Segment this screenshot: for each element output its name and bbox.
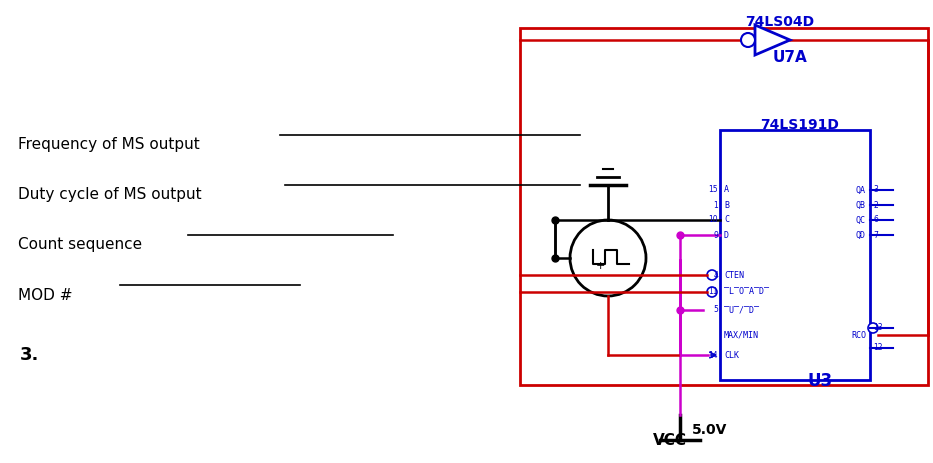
Text: 9: 9 bbox=[713, 231, 718, 239]
Text: 5.0V: 5.0V bbox=[692, 423, 728, 437]
Text: Frequency of MS output: Frequency of MS output bbox=[18, 138, 200, 152]
Text: B: B bbox=[724, 200, 729, 209]
Text: 1: 1 bbox=[713, 200, 718, 209]
Text: QC: QC bbox=[856, 215, 866, 225]
Text: U3: U3 bbox=[807, 372, 832, 390]
Text: QA: QA bbox=[856, 186, 866, 194]
Circle shape bbox=[707, 270, 717, 280]
Text: QD: QD bbox=[856, 231, 866, 239]
Text: MAX/MIN: MAX/MIN bbox=[724, 331, 759, 339]
Bar bbox=[720, 130, 870, 380]
Text: VCC: VCC bbox=[653, 433, 687, 448]
Text: 5: 5 bbox=[713, 306, 718, 314]
Polygon shape bbox=[755, 25, 790, 55]
Text: +: + bbox=[595, 261, 605, 271]
Text: 3: 3 bbox=[873, 186, 878, 194]
Text: 4: 4 bbox=[713, 270, 718, 280]
Text: RCO: RCO bbox=[851, 331, 866, 339]
Text: 13: 13 bbox=[873, 324, 883, 332]
Text: 11: 11 bbox=[708, 288, 718, 296]
Text: 3.: 3. bbox=[20, 346, 39, 364]
Circle shape bbox=[741, 33, 755, 47]
Text: CLK: CLK bbox=[724, 350, 739, 359]
Text: 15: 15 bbox=[708, 186, 718, 194]
Text: 12: 12 bbox=[873, 344, 883, 352]
Bar bbox=[520, 28, 928, 385]
Text: Duty cycle of MS output: Duty cycle of MS output bbox=[18, 188, 202, 202]
Text: A: A bbox=[724, 186, 729, 194]
Text: ̅U̅/̅D̅: ̅U̅/̅D̅ bbox=[724, 306, 759, 314]
Text: 14: 14 bbox=[708, 350, 718, 359]
Text: 74LS191D: 74LS191D bbox=[760, 118, 840, 132]
Text: 2: 2 bbox=[873, 200, 878, 209]
Text: Count sequence: Count sequence bbox=[18, 238, 142, 252]
Text: C: C bbox=[724, 215, 729, 225]
Text: MOD #: MOD # bbox=[18, 288, 73, 302]
Text: 74LS04D: 74LS04D bbox=[745, 15, 815, 29]
Text: U7A: U7A bbox=[773, 50, 807, 65]
Text: CTEN: CTEN bbox=[724, 270, 744, 280]
Circle shape bbox=[868, 323, 878, 333]
Text: QB: QB bbox=[856, 200, 866, 209]
Text: 6: 6 bbox=[873, 215, 878, 225]
Text: 7: 7 bbox=[873, 231, 878, 239]
Text: ̅L̅O̅A̅D̅: ̅L̅O̅A̅D̅ bbox=[724, 288, 769, 296]
Circle shape bbox=[570, 220, 646, 296]
Text: 10: 10 bbox=[708, 215, 718, 225]
Circle shape bbox=[707, 287, 717, 297]
Text: D: D bbox=[724, 231, 729, 239]
